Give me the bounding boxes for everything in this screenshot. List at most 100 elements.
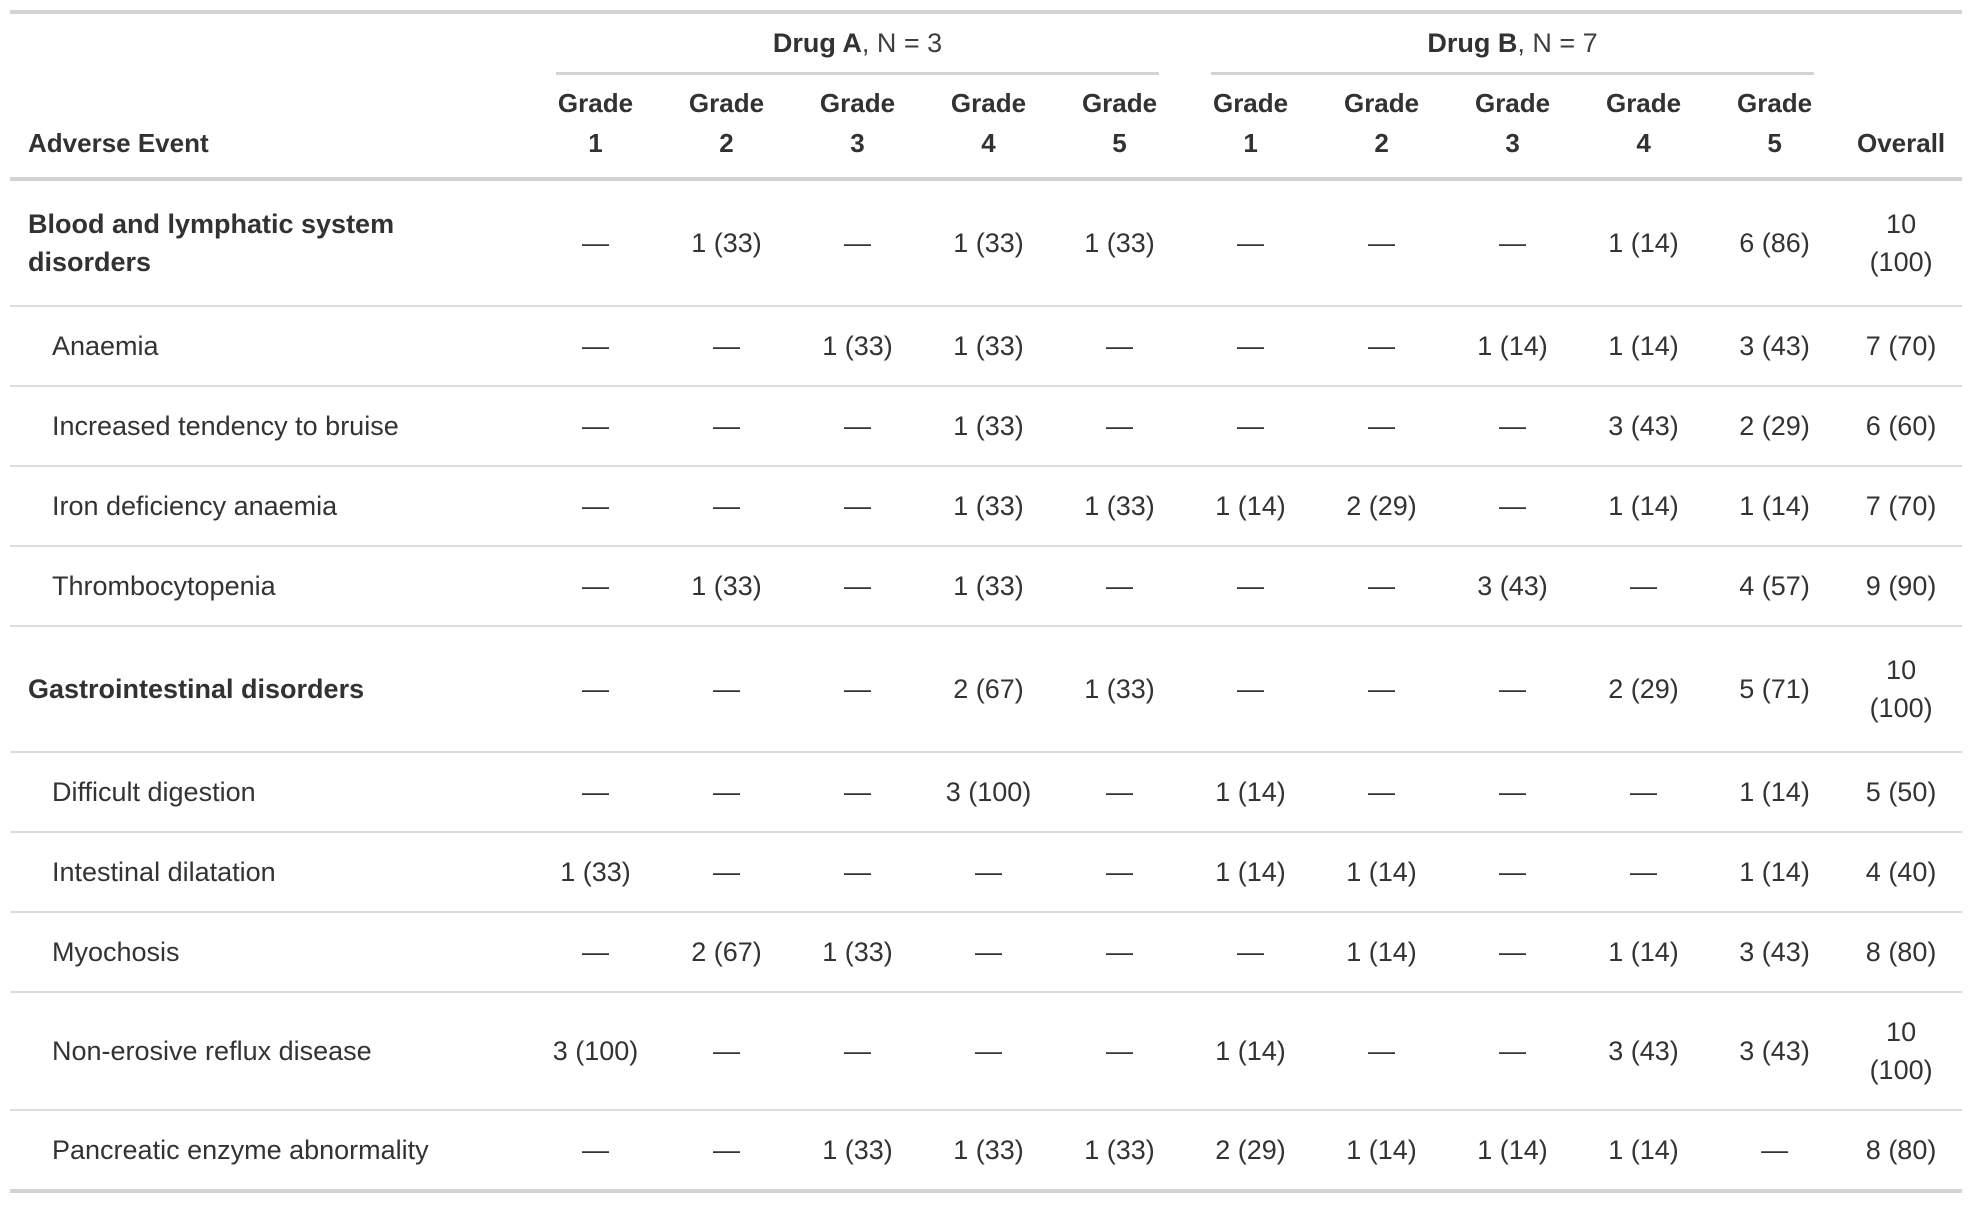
value-cell: — xyxy=(1578,545,1710,626)
value-cell: — xyxy=(792,625,923,752)
value-cell: — xyxy=(1578,751,1710,832)
value-cell: 1 (33) xyxy=(953,228,1024,258)
value-cell: — xyxy=(1316,385,1448,466)
value-cell: — xyxy=(1054,305,1186,386)
value-cell: 1 (14) xyxy=(1578,465,1710,546)
value-cell: 3 (100) xyxy=(530,991,661,1110)
row-label: Intestinal dilatation xyxy=(10,831,530,912)
spanner-spacer xyxy=(10,12,530,75)
adverse-event-column-header: Adverse Event xyxy=(10,75,530,181)
value-cell: 1 (33) xyxy=(691,228,762,258)
drug-b-name: Drug B xyxy=(1427,28,1518,58)
value-cell: 1 (14) xyxy=(1316,911,1448,992)
value-cell: — xyxy=(530,1109,661,1191)
value-cell: — xyxy=(792,831,923,912)
table-row-intestinal-dilatation: Intestinal dilatation 1 (33) — — — — 1 (… xyxy=(10,831,1963,912)
overall-cell: 6 (60) xyxy=(1840,385,1963,466)
value-cell: 1 (14) xyxy=(1447,305,1579,386)
value-cell: — xyxy=(1316,991,1448,1110)
value-cell: — xyxy=(1185,385,1317,466)
value-cell: — xyxy=(1447,625,1579,752)
value-cell: — xyxy=(923,911,1054,992)
value-cell: — xyxy=(530,911,661,992)
value-cell: 2 (29) xyxy=(1185,1109,1317,1191)
value-cell: — xyxy=(923,831,1054,912)
row-label: Anaemia xyxy=(10,305,530,386)
table-row-difficult-digestion: Difficult digestion — — — 3 (100) — 1 (1… xyxy=(10,751,1963,832)
value-cell: 6 (86) xyxy=(1739,228,1810,258)
value-cell: — xyxy=(1316,751,1448,832)
value-cell: — xyxy=(1447,991,1579,1110)
value-cell: — xyxy=(661,991,792,1110)
value-cell: — xyxy=(1185,625,1317,752)
value-cell: 2 (29) xyxy=(1578,625,1710,752)
value-cell: — xyxy=(1316,625,1448,752)
value-cell: 1 (33) xyxy=(1084,228,1155,258)
overall-cell: 10 (100) xyxy=(1840,991,1963,1110)
value-cell: — xyxy=(661,465,792,546)
value-cell: — xyxy=(1054,751,1186,832)
spanner-spacer xyxy=(1840,12,1962,75)
value-cell: 1 (14) xyxy=(1447,1109,1579,1191)
drug-a-grade-3-header: Grade 3 xyxy=(792,75,923,181)
value-cell: — xyxy=(530,465,661,546)
value-cell: 1 (14) xyxy=(1578,305,1710,386)
value-cell: — xyxy=(1185,305,1317,386)
adverse-events-table: Drug A, N = 3 Drug B, N = 7 Adverse Even… xyxy=(10,10,1963,1193)
value-cell: 1 (33) xyxy=(923,305,1054,386)
table-row-iron-deficiency-anaemia: Iron deficiency anaemia — — — 1 (33) 1 (… xyxy=(10,465,1963,546)
table-row-myochosis: Myochosis — 2 (67) 1 (33) — — — 1 (14) —… xyxy=(10,911,1963,992)
value-cell: 1 (33) xyxy=(923,545,1054,626)
overall-cell: 8 (80) xyxy=(1840,911,1963,992)
value-cell: — xyxy=(1709,1109,1841,1191)
value-cell: 3 (43) xyxy=(1447,545,1579,626)
overall-cell: 4 (40) xyxy=(1840,831,1963,912)
overall-cell: 10 (100) xyxy=(1869,209,1933,277)
table-row-anaemia: Anaemia — — 1 (33) 1 (33) — — — 1 (14) 1… xyxy=(10,305,1963,386)
value-cell: — xyxy=(661,1109,792,1191)
value-cell: 1 (33) xyxy=(1054,465,1186,546)
value-cell: — xyxy=(1447,831,1579,912)
value-cell: 1 (14) xyxy=(1316,1109,1448,1191)
value-cell: 1 (33) xyxy=(1054,1109,1186,1191)
value-cell: — xyxy=(661,831,792,912)
drug-b-grade-1-header: Grade 1 xyxy=(1185,75,1317,181)
value-cell: 1 (14) xyxy=(1185,831,1317,912)
value-cell: — xyxy=(792,385,923,466)
value-cell: — xyxy=(1447,465,1579,546)
value-cell: 1 (33) xyxy=(792,1109,923,1191)
drug-b-grade-2-header: Grade 2 xyxy=(1316,75,1448,181)
row-label: Iron deficiency anaemia xyxy=(10,465,530,546)
value-cell: — xyxy=(792,545,923,626)
value-cell: 3 (43) xyxy=(1709,305,1841,386)
drug-b-grade-4-header: Grade 4 xyxy=(1578,75,1710,181)
value-cell: 1 (14) xyxy=(1709,465,1841,546)
value-cell: — xyxy=(661,305,792,386)
drug-b-n: , N = 7 xyxy=(1517,28,1598,58)
value-cell: 2 (29) xyxy=(1709,385,1841,466)
drug-b-spanner: Drug B, N = 7 xyxy=(1185,12,1840,75)
row-label: Increased tendency to bruise xyxy=(10,385,530,466)
value-cell: 1 (14) xyxy=(1316,831,1448,912)
table-row-blood-and-lymphatic-system-disorders: Blood and lymphatic system disorders — 1… xyxy=(10,179,1962,306)
value-cell: 1 (33) xyxy=(530,831,661,912)
value-cell: — xyxy=(1237,228,1265,258)
value-cell: 2 (67) xyxy=(923,625,1054,752)
value-cell: 1 (14) xyxy=(1709,831,1841,912)
drug-a-spanner: Drug A, N = 3 xyxy=(530,12,1185,75)
overall-column-header: Overall xyxy=(1840,75,1963,181)
value-cell: — xyxy=(582,228,609,258)
value-cell: — xyxy=(1316,305,1448,386)
value-cell: — xyxy=(1499,228,1527,258)
value-cell: 4 (57) xyxy=(1709,545,1841,626)
value-cell: 1 (14) xyxy=(1608,228,1679,258)
value-cell: — xyxy=(792,465,923,546)
value-cell: 1 (14) xyxy=(1185,465,1317,546)
row-label: Blood and lymphatic system disorders xyxy=(28,209,395,277)
value-cell: — xyxy=(1447,911,1579,992)
row-label: Gastrointestinal disorders xyxy=(10,625,530,752)
drug-a-grade-2-header: Grade 2 xyxy=(661,75,792,181)
value-cell: — xyxy=(1054,831,1186,912)
value-cell: — xyxy=(1054,385,1186,466)
drug-a-name: Drug A xyxy=(772,28,862,58)
